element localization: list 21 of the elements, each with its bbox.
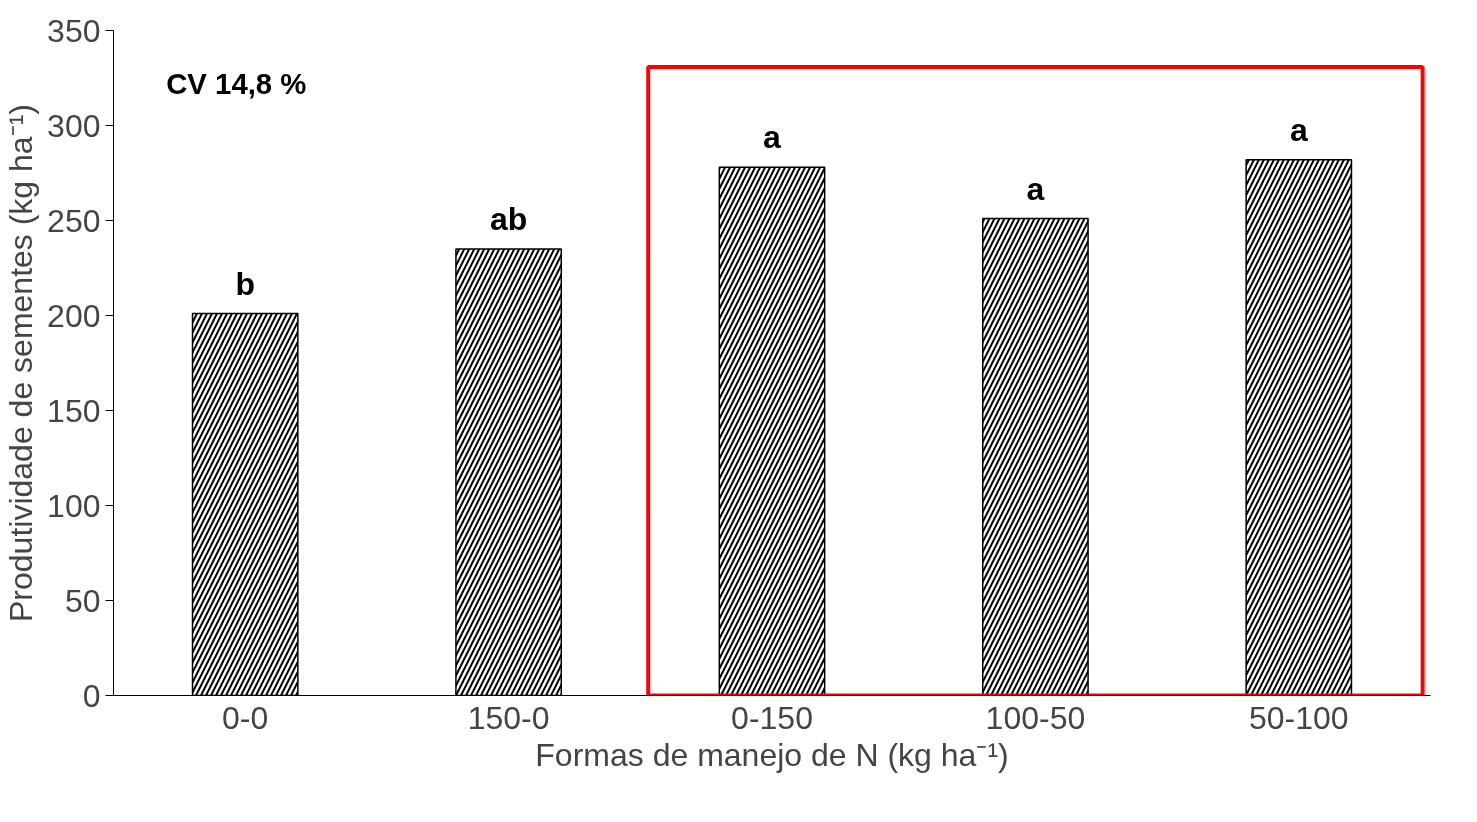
x-tick-label: 100-50 xyxy=(985,699,1086,736)
annotation: ab xyxy=(489,201,528,237)
y-tick-label: 100 xyxy=(47,487,101,524)
annotation: a xyxy=(763,119,782,156)
y-tick-label: 350 xyxy=(47,12,101,49)
x-tick-label: 0-0 xyxy=(222,699,269,736)
y-tick-label: 0 xyxy=(82,677,101,714)
x-tick-label: 0-150 xyxy=(731,699,813,736)
y-axis-title: Produtividade de sementes (kg ha⁻¹) xyxy=(3,104,40,622)
x-axis-title: Formas de manejo de N (kg ha⁻¹) xyxy=(535,736,1009,773)
y-tick-label: 200 xyxy=(47,297,101,334)
y-tick-label: 150 xyxy=(47,392,101,429)
annotation: a xyxy=(1026,170,1045,207)
annotation: CV 14,8 % xyxy=(166,67,307,101)
x-tick-label: 150-0 xyxy=(467,699,550,736)
y-tick-label: 50 xyxy=(64,582,101,619)
annotation: a xyxy=(1289,111,1308,148)
annotation: b xyxy=(235,265,255,302)
y-tick-label: 250 xyxy=(47,202,101,239)
y-tick-label: 300 xyxy=(47,107,101,144)
x-tick-label: 50-100 xyxy=(1248,699,1349,736)
